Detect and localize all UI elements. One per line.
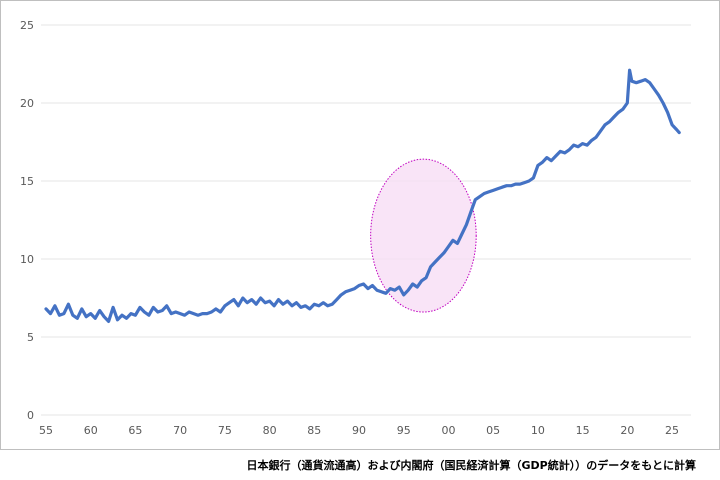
y-tick-label-20: 20 bbox=[20, 97, 34, 110]
x-tick-label-60: 60 bbox=[84, 424, 98, 437]
x-tick-label-20: 20 bbox=[620, 424, 634, 437]
y-tick-label-25: 25 bbox=[20, 19, 34, 32]
highlight-ellipse bbox=[370, 158, 477, 313]
source-note: 日本銀行（通貨流通高）および内閣府（国民経済計算（GDP統計））のデータをもとに… bbox=[246, 459, 697, 472]
x-tick-label-65: 65 bbox=[128, 424, 142, 437]
x-tick-label-75: 75 bbox=[218, 424, 232, 437]
y-axis-ticks: 0 5 10 15 20 25 bbox=[20, 19, 34, 422]
x-tick-label-15: 15 bbox=[576, 424, 590, 437]
y-tick-label-15: 15 bbox=[20, 175, 34, 188]
x-tick-label-05: 05 bbox=[486, 424, 500, 437]
y-tick-label-5: 5 bbox=[27, 331, 34, 344]
x-axis-ticks: 55 60 65 70 75 80 85 90 95 00 05 10 15 20 25 bbox=[39, 424, 679, 437]
y-tick-label-10: 10 bbox=[20, 253, 34, 266]
chart-frame: 0 5 10 15 20 25 55 60 65 70 75 80 85 90 95 00 05 10 15 20 2… bbox=[0, 0, 720, 450]
x-tick-label-70: 70 bbox=[173, 424, 187, 437]
x-tick-label-00: 00 bbox=[441, 424, 455, 437]
series-line bbox=[44, 68, 681, 323]
x-tick-label-10: 10 bbox=[531, 424, 545, 437]
x-tick-label-90: 90 bbox=[352, 424, 366, 437]
x-tick-label-25: 25 bbox=[665, 424, 679, 437]
x-tick-label-55: 55 bbox=[39, 424, 53, 437]
highlight-layer bbox=[370, 158, 477, 313]
grid-layer bbox=[41, 24, 691, 416]
y-tick-label-0: 0 bbox=[27, 409, 34, 422]
x-tick-label-85: 85 bbox=[307, 424, 321, 437]
x-tick-label-80: 80 bbox=[263, 424, 277, 437]
x-tick-label-95: 95 bbox=[397, 424, 411, 437]
series-layer bbox=[44, 68, 681, 323]
